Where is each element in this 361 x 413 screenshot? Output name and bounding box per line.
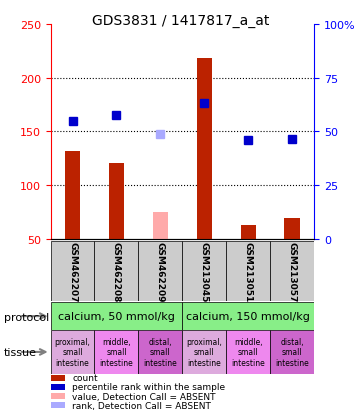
- FancyBboxPatch shape: [182, 302, 314, 330]
- FancyBboxPatch shape: [95, 242, 138, 301]
- Text: GSM213045: GSM213045: [200, 242, 209, 301]
- Text: GSM462209: GSM462209: [156, 241, 165, 302]
- FancyBboxPatch shape: [270, 242, 314, 301]
- FancyBboxPatch shape: [226, 242, 270, 301]
- Text: count: count: [72, 373, 98, 382]
- FancyBboxPatch shape: [95, 330, 138, 374]
- Text: proximal,
small
intestine: proximal, small intestine: [186, 337, 222, 367]
- Text: percentile rank within the sample: percentile rank within the sample: [72, 382, 225, 392]
- Text: tissue: tissue: [4, 347, 36, 357]
- Text: middle,
small
intestine: middle, small intestine: [100, 337, 133, 367]
- FancyBboxPatch shape: [182, 330, 226, 374]
- Text: distal,
small
intestine: distal, small intestine: [275, 337, 309, 367]
- FancyBboxPatch shape: [182, 242, 226, 301]
- FancyBboxPatch shape: [226, 330, 270, 374]
- Text: protocol: protocol: [4, 312, 49, 322]
- Text: proximal,
small
intestine: proximal, small intestine: [55, 337, 91, 367]
- FancyBboxPatch shape: [138, 330, 182, 374]
- Bar: [240, 225, 256, 240]
- Bar: [109, 163, 124, 240]
- FancyBboxPatch shape: [51, 242, 95, 301]
- Bar: [197, 59, 212, 240]
- Text: calcium, 50 mmol/kg: calcium, 50 mmol/kg: [58, 311, 175, 321]
- Text: GSM213057: GSM213057: [288, 242, 297, 301]
- Text: value, Detection Call = ABSENT: value, Detection Call = ABSENT: [72, 392, 216, 401]
- Text: middle,
small
intestine: middle, small intestine: [231, 337, 265, 367]
- FancyBboxPatch shape: [51, 302, 182, 330]
- FancyBboxPatch shape: [270, 330, 314, 374]
- Text: GSM462208: GSM462208: [112, 242, 121, 301]
- Text: GSM462207: GSM462207: [68, 241, 77, 302]
- Text: GSM213051: GSM213051: [244, 242, 253, 301]
- Bar: [153, 213, 168, 240]
- Text: GDS3831 / 1417817_a_at: GDS3831 / 1417817_a_at: [92, 14, 269, 28]
- Text: calcium, 150 mmol/kg: calcium, 150 mmol/kg: [186, 311, 310, 321]
- FancyBboxPatch shape: [51, 330, 95, 374]
- Text: rank, Detection Call = ABSENT: rank, Detection Call = ABSENT: [72, 401, 211, 410]
- Bar: [284, 218, 300, 240]
- Text: distal,
small
intestine: distal, small intestine: [143, 337, 177, 367]
- FancyBboxPatch shape: [138, 242, 182, 301]
- Bar: [65, 152, 80, 240]
